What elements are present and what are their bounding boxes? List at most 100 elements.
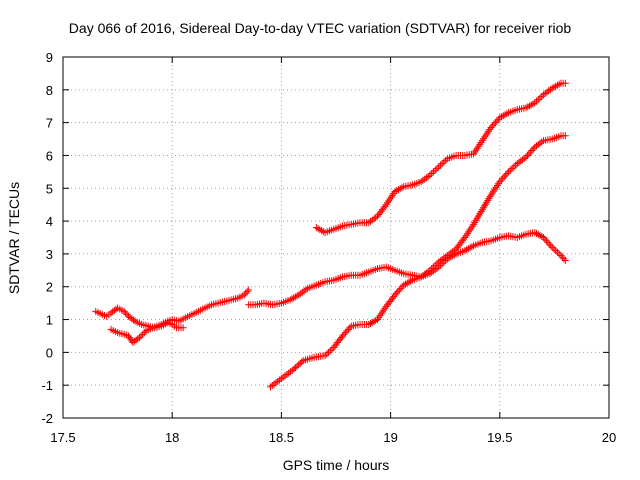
data-point: [139, 330, 147, 338]
data-point: [532, 97, 540, 105]
data-point: [442, 156, 450, 164]
data-point: [339, 332, 347, 340]
y-tick-label: 9: [46, 50, 53, 65]
data-point: [323, 350, 331, 358]
data-point: [526, 148, 534, 156]
data-point: [328, 345, 336, 353]
data-point: [426, 171, 434, 179]
data-point: [392, 289, 400, 297]
data-point: [398, 184, 406, 192]
chart-title: Day 066 of 2016, Sidereal Day-to-day VTE…: [69, 20, 572, 36]
x-tick-label: 18.5: [269, 430, 294, 445]
grid: [63, 57, 609, 418]
series-2: [107, 286, 253, 347]
data-point: [436, 161, 444, 169]
series-3: [245, 229, 569, 309]
data-point: [381, 202, 389, 210]
data-point: [431, 261, 439, 269]
y-tick-label: 3: [46, 247, 53, 262]
data-point: [490, 120, 498, 128]
data-point: [523, 151, 531, 159]
data-point: [135, 334, 143, 342]
data-point: [285, 369, 293, 377]
data-point: [270, 380, 278, 388]
y-tick-label: 4: [46, 214, 53, 229]
data-point: [341, 329, 349, 337]
y-tick-label: 6: [46, 148, 53, 163]
data-point: [123, 311, 131, 319]
data-point: [528, 147, 536, 155]
data-point: [460, 235, 468, 243]
data-point: [545, 240, 553, 248]
data-point: [394, 288, 402, 296]
data-point: [505, 168, 513, 176]
data-point: [499, 174, 507, 182]
data-point: [450, 246, 458, 254]
data-point: [493, 117, 501, 125]
data-point: [395, 286, 403, 294]
data-point: [531, 99, 539, 107]
data-point: [134, 335, 142, 343]
data-point: [506, 166, 514, 174]
data-point: [397, 284, 405, 292]
data-point: [542, 237, 550, 245]
y-tick-label: 5: [46, 181, 53, 196]
data-point: [428, 265, 436, 273]
data-point: [340, 330, 348, 338]
data-point: [283, 371, 291, 379]
data-point: [242, 289, 250, 297]
data-point: [440, 158, 448, 166]
x-tick-label: 19.5: [487, 430, 512, 445]
data-point: [326, 347, 334, 355]
data-point: [552, 247, 560, 255]
data-point: [129, 316, 137, 324]
data-point: [372, 213, 380, 221]
data-point: [428, 170, 436, 178]
y-tick-label: 8: [46, 83, 53, 98]
data-point: [302, 286, 310, 294]
data-point: [489, 122, 497, 130]
x-tick-label: 18: [165, 430, 179, 445]
y-tick-label: 0: [46, 345, 53, 360]
data-point: [520, 154, 528, 162]
data-point: [431, 166, 439, 174]
data-point: [522, 153, 530, 161]
data-point: [179, 324, 187, 332]
data-point: [555, 250, 563, 258]
data-point: [372, 317, 380, 325]
y-tick-label: -2: [41, 411, 53, 426]
data-point: [508, 165, 516, 173]
data-point: [279, 373, 287, 381]
x-axis-label: GPS time / hours: [283, 457, 390, 473]
data-point: [424, 172, 432, 180]
data-point: [321, 352, 329, 360]
x-tick-label: 20: [602, 430, 616, 445]
data-points: [92, 79, 569, 391]
data-point: [424, 268, 432, 276]
y-tick-label: 1: [46, 313, 53, 328]
series-5: [266, 132, 569, 391]
data-point: [544, 238, 552, 246]
data-point: [541, 235, 549, 243]
data-point: [344, 325, 352, 333]
data-point: [245, 286, 253, 294]
data-point: [510, 163, 518, 171]
plot-frame: [62, 56, 610, 419]
data-point: [140, 329, 148, 337]
data-point: [502, 171, 510, 179]
data-point: [243, 288, 251, 296]
data-point: [497, 176, 505, 184]
data-point: [277, 375, 285, 383]
data-point: [560, 255, 568, 263]
y-axis-label: SDTVAR / TECUs: [6, 182, 22, 294]
data-point: [281, 372, 289, 380]
y-tick-label: 2: [46, 280, 53, 295]
data-point: [429, 168, 437, 176]
y-tick-label: -1: [41, 378, 53, 393]
data-point: [561, 79, 569, 87]
data-point: [346, 324, 354, 332]
data-point: [553, 248, 561, 256]
data-point: [555, 80, 563, 88]
data-point: [407, 277, 415, 285]
data-point: [435, 163, 443, 171]
